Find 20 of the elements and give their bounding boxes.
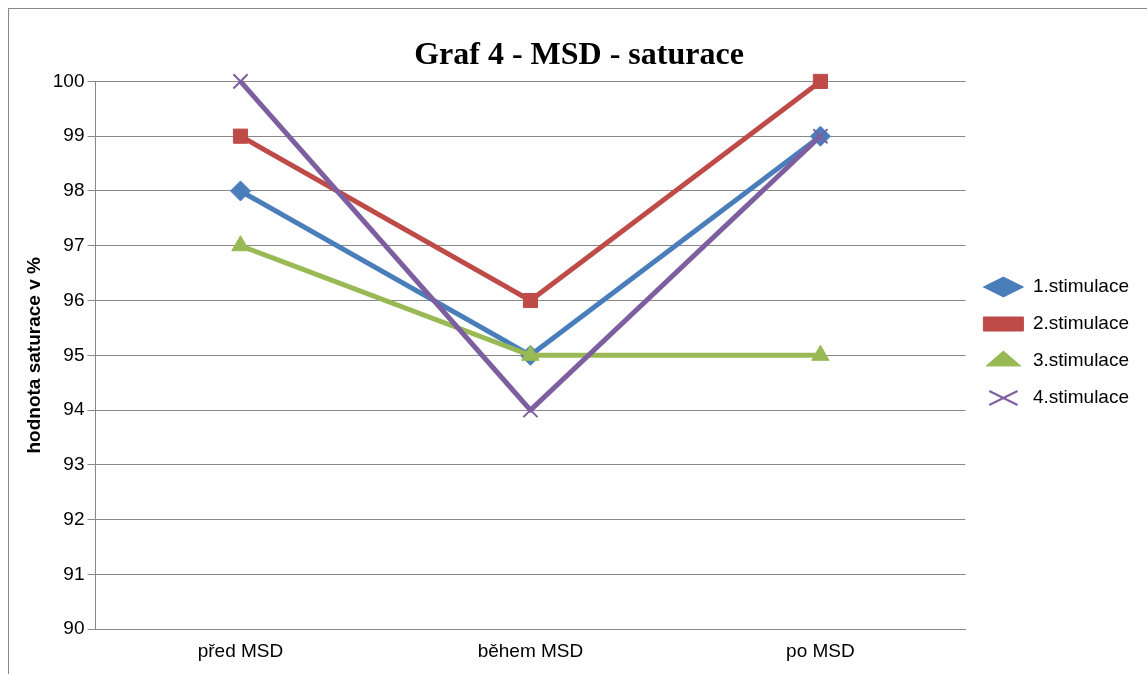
chart-title: Graf 4 - MSD - saturace: [414, 35, 744, 72]
legend-label: 3.stimulace: [1032, 349, 1130, 371]
y-tick-label: 94: [63, 398, 85, 420]
y-tick-label: 99: [63, 124, 85, 146]
x-tick-label: během MSD: [477, 639, 584, 661]
x-tick-label: po MSD: [786, 639, 855, 661]
y-tick-label: 93: [63, 453, 85, 475]
legend-label: 4.stimulace: [1032, 386, 1130, 408]
y-axis-title: hodnota saturace v %: [22, 257, 44, 454]
y-tick-label: 97: [63, 233, 85, 255]
y-tick-label: 96: [63, 288, 85, 310]
y-tick-label: 98: [63, 179, 85, 201]
x-tick-label: před MSD: [197, 639, 284, 661]
legend-label: 1.stimulace: [1032, 275, 1130, 297]
y-tick-label: 95: [63, 343, 85, 365]
y-tick-label: 90: [63, 617, 85, 639]
y-tick-label: 91: [63, 562, 85, 584]
y-tick-label: 92: [63, 507, 85, 529]
legend-label: 2.stimulace: [1032, 312, 1130, 334]
y-tick-label: 100: [52, 69, 85, 91]
